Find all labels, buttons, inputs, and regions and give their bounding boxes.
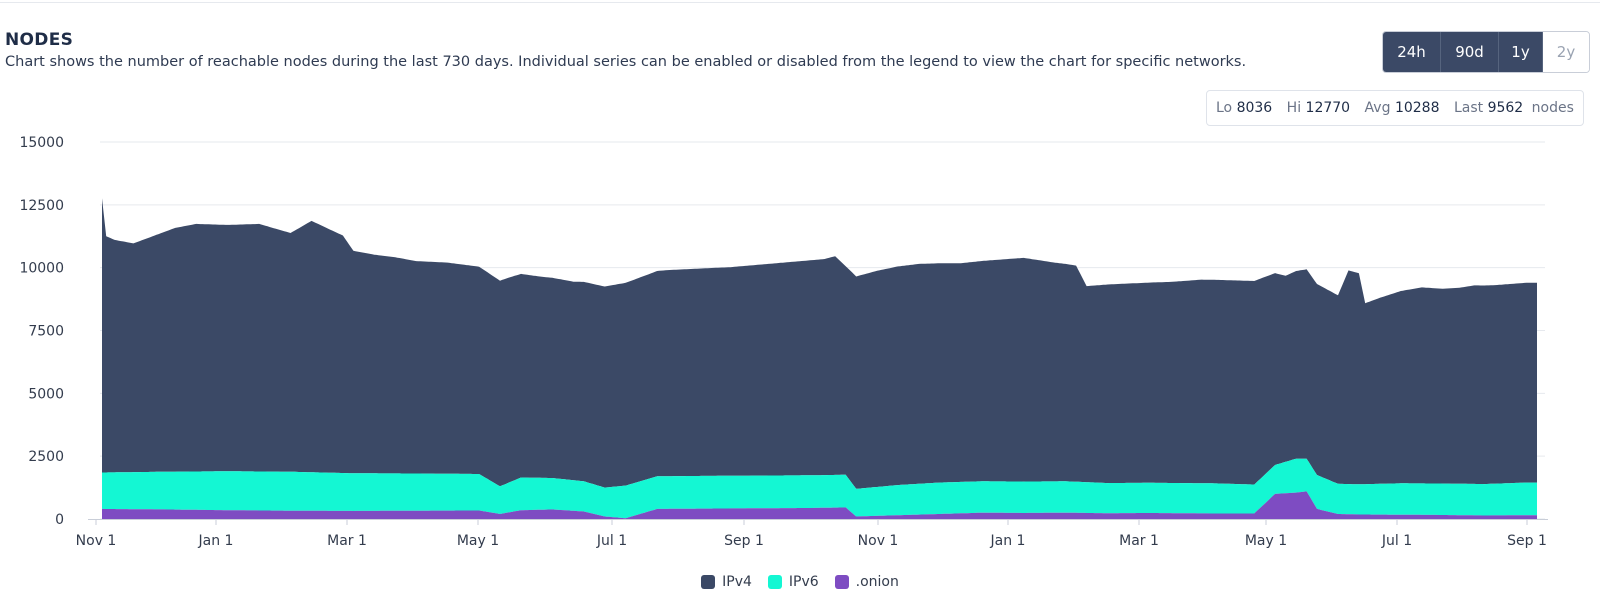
x-tick-label: May 1 bbox=[457, 533, 499, 549]
range-90d-button[interactable]: 90d bbox=[1441, 32, 1499, 72]
legend-item-ipv4[interactable]: IPv4 bbox=[701, 574, 752, 590]
stats-hi-value: 12770 bbox=[1305, 100, 1351, 116]
range-selector: 24h 90d 1y 2y bbox=[1382, 31, 1590, 73]
x-tick-label: Nov 1 bbox=[858, 533, 899, 549]
x-tick-label: Nov 1 bbox=[76, 533, 117, 549]
y-tick-label: 0 bbox=[55, 512, 64, 528]
range-1y-button[interactable]: 1y bbox=[1499, 32, 1543, 72]
legend-label-ipv6: IPv6 bbox=[788, 574, 819, 590]
x-tick-label: Mar 1 bbox=[1119, 533, 1159, 549]
stats-summary: Lo 8036 Hi 12770 Avg 10288 Last 9562 nod… bbox=[1206, 90, 1584, 126]
range-2y-button[interactable]: 2y bbox=[1543, 32, 1589, 72]
x-tick-label: Jul 1 bbox=[1381, 533, 1412, 549]
x-tick-label: Jul 1 bbox=[596, 533, 627, 549]
stats-avg-label: Avg bbox=[1364, 100, 1391, 116]
legend-label-onion: .onion bbox=[855, 574, 899, 590]
legend-item-ipv6[interactable]: IPv6 bbox=[767, 574, 819, 590]
ipv4-area bbox=[102, 198, 1537, 489]
y-tick-label: 5000 bbox=[28, 386, 64, 402]
stats-lo-value: 8036 bbox=[1236, 100, 1273, 116]
range-24h-button[interactable]: 24h bbox=[1383, 32, 1441, 72]
stats-avg-value: 10288 bbox=[1394, 100, 1440, 116]
legend-label-ipv4: IPv4 bbox=[722, 574, 752, 590]
x-tick-label: Sep 1 bbox=[1507, 533, 1547, 549]
chart-legend: IPv4 IPv6 .onion bbox=[0, 574, 1600, 590]
x-tick-label: Jan 1 bbox=[990, 533, 1026, 549]
x-tick-label: May 1 bbox=[1245, 533, 1287, 549]
x-tick-label: Jan 1 bbox=[198, 533, 234, 549]
x-tick-label: Mar 1 bbox=[327, 533, 367, 549]
ipv4-swatch bbox=[701, 575, 716, 589]
ipv6-swatch bbox=[767, 575, 782, 589]
y-tick-label: 15000 bbox=[19, 135, 64, 151]
page-title: NODES bbox=[5, 30, 74, 50]
y-tick-label: 12500 bbox=[19, 198, 64, 214]
stats-last-label: Last bbox=[1453, 100, 1484, 116]
chart-description: Chart shows the number of reachable node… bbox=[5, 54, 1247, 70]
legend-item-onion[interactable]: .onion bbox=[834, 574, 899, 590]
onion-area bbox=[102, 491, 1537, 519]
stats-last-value: 9562 bbox=[1487, 100, 1524, 116]
y-tick-label: 7500 bbox=[28, 324, 64, 340]
stats-hi-label: Hi bbox=[1286, 100, 1302, 116]
stats-unit: nodes bbox=[1531, 100, 1574, 116]
top-divider bbox=[0, 2, 1600, 3]
ipv6-area bbox=[102, 458, 1537, 519]
y-tick-label: 2500 bbox=[28, 449, 64, 465]
onion-swatch bbox=[834, 575, 849, 589]
y-tick-label: 10000 bbox=[19, 261, 64, 277]
stats-lo-label: Lo bbox=[1216, 100, 1233, 116]
x-tick-label: Sep 1 bbox=[724, 533, 764, 549]
